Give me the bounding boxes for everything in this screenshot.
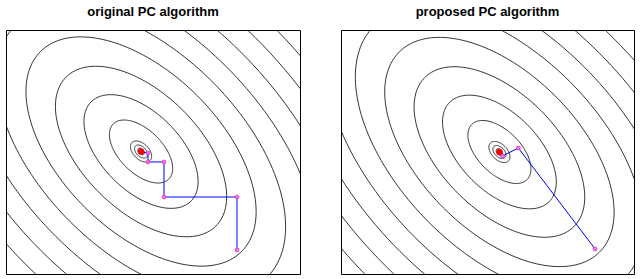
contour-line xyxy=(341,30,634,274)
axis-line xyxy=(341,31,342,275)
contour-line xyxy=(341,30,634,274)
y-axis xyxy=(6,31,7,275)
axis-line xyxy=(6,31,7,275)
y-axis-right xyxy=(300,31,301,275)
contour-line xyxy=(6,30,300,274)
contour-line xyxy=(496,149,503,156)
contour-line xyxy=(341,30,634,274)
x-axis xyxy=(7,274,301,275)
iterate-point xyxy=(146,160,150,164)
plot-area xyxy=(341,30,634,274)
axis-line xyxy=(634,31,635,275)
contour-line xyxy=(355,30,634,274)
iterate-point xyxy=(496,149,502,155)
search-path xyxy=(141,152,237,250)
contour-line xyxy=(84,95,198,209)
x-axis xyxy=(342,274,635,275)
iterate-point xyxy=(162,160,166,164)
contour-line xyxy=(138,148,145,155)
iterate-point xyxy=(516,146,520,150)
chart-title: proposed PC algorithm xyxy=(416,4,560,19)
axis-line xyxy=(342,30,635,31)
figure: original PC algorithm proposed PC algorit… xyxy=(0,0,640,279)
contour-line xyxy=(135,145,148,158)
iterate-point xyxy=(162,195,166,199)
axis-line xyxy=(7,274,301,275)
contour-line xyxy=(6,30,300,274)
iterate-point xyxy=(593,247,597,251)
contour-line xyxy=(6,30,300,274)
axis-line xyxy=(7,30,301,31)
contour-line xyxy=(6,30,300,274)
chart-title: original PC algorithm xyxy=(87,4,218,19)
contour-line xyxy=(6,30,300,274)
axis-line xyxy=(300,31,301,275)
search-path xyxy=(499,148,595,249)
iterate-point xyxy=(138,149,144,155)
y-axis-right xyxy=(634,31,635,275)
contour-line xyxy=(341,30,634,274)
contour-line xyxy=(493,145,506,158)
contour-line xyxy=(489,141,510,162)
x-axis-top xyxy=(7,30,301,31)
iterate-point xyxy=(235,195,239,199)
contour-line xyxy=(109,120,172,183)
iterate-point xyxy=(146,151,150,155)
iterate-point xyxy=(235,248,239,252)
contour-line xyxy=(6,30,300,274)
contour-line xyxy=(414,67,585,238)
contour-line xyxy=(6,30,286,274)
contour-line xyxy=(341,30,634,274)
contour-line xyxy=(55,66,226,237)
panel xyxy=(175,0,640,279)
x-axis-top xyxy=(342,30,635,31)
contour-line xyxy=(26,37,256,266)
contour-line xyxy=(341,30,634,274)
contour-line xyxy=(385,37,614,266)
y-axis xyxy=(341,31,342,275)
contour-line xyxy=(443,95,557,209)
plot-area xyxy=(6,30,300,274)
axis-line xyxy=(342,274,635,275)
